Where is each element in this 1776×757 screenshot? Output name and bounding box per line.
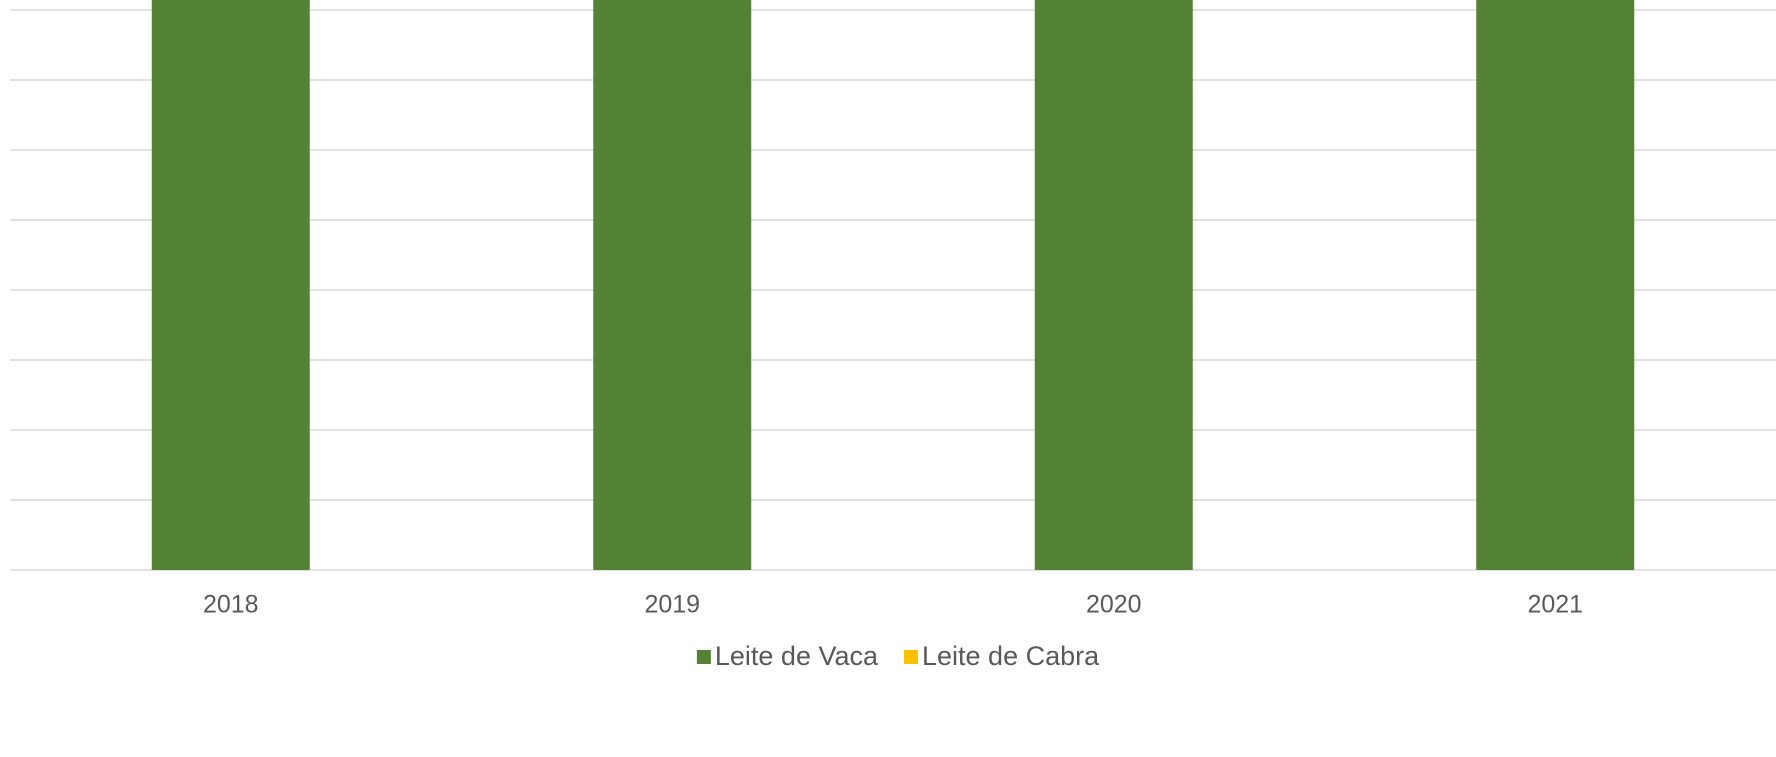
legend-swatch xyxy=(696,650,711,664)
x-tick-label: 2019 xyxy=(644,591,700,619)
bar-segment xyxy=(593,0,752,570)
legend-swatch xyxy=(904,650,918,664)
x-tick-label: 2021 xyxy=(1527,591,1583,619)
legend-label: Leite de Cabra xyxy=(922,641,1100,671)
legend-label: Leite de Vaca xyxy=(715,641,879,671)
x-tick-label: 2020 xyxy=(1086,591,1142,619)
x-tick-label: 2018 xyxy=(203,591,259,619)
bar-segment xyxy=(1034,0,1193,570)
bar-segment xyxy=(1476,0,1635,570)
bar-segment xyxy=(151,0,310,570)
